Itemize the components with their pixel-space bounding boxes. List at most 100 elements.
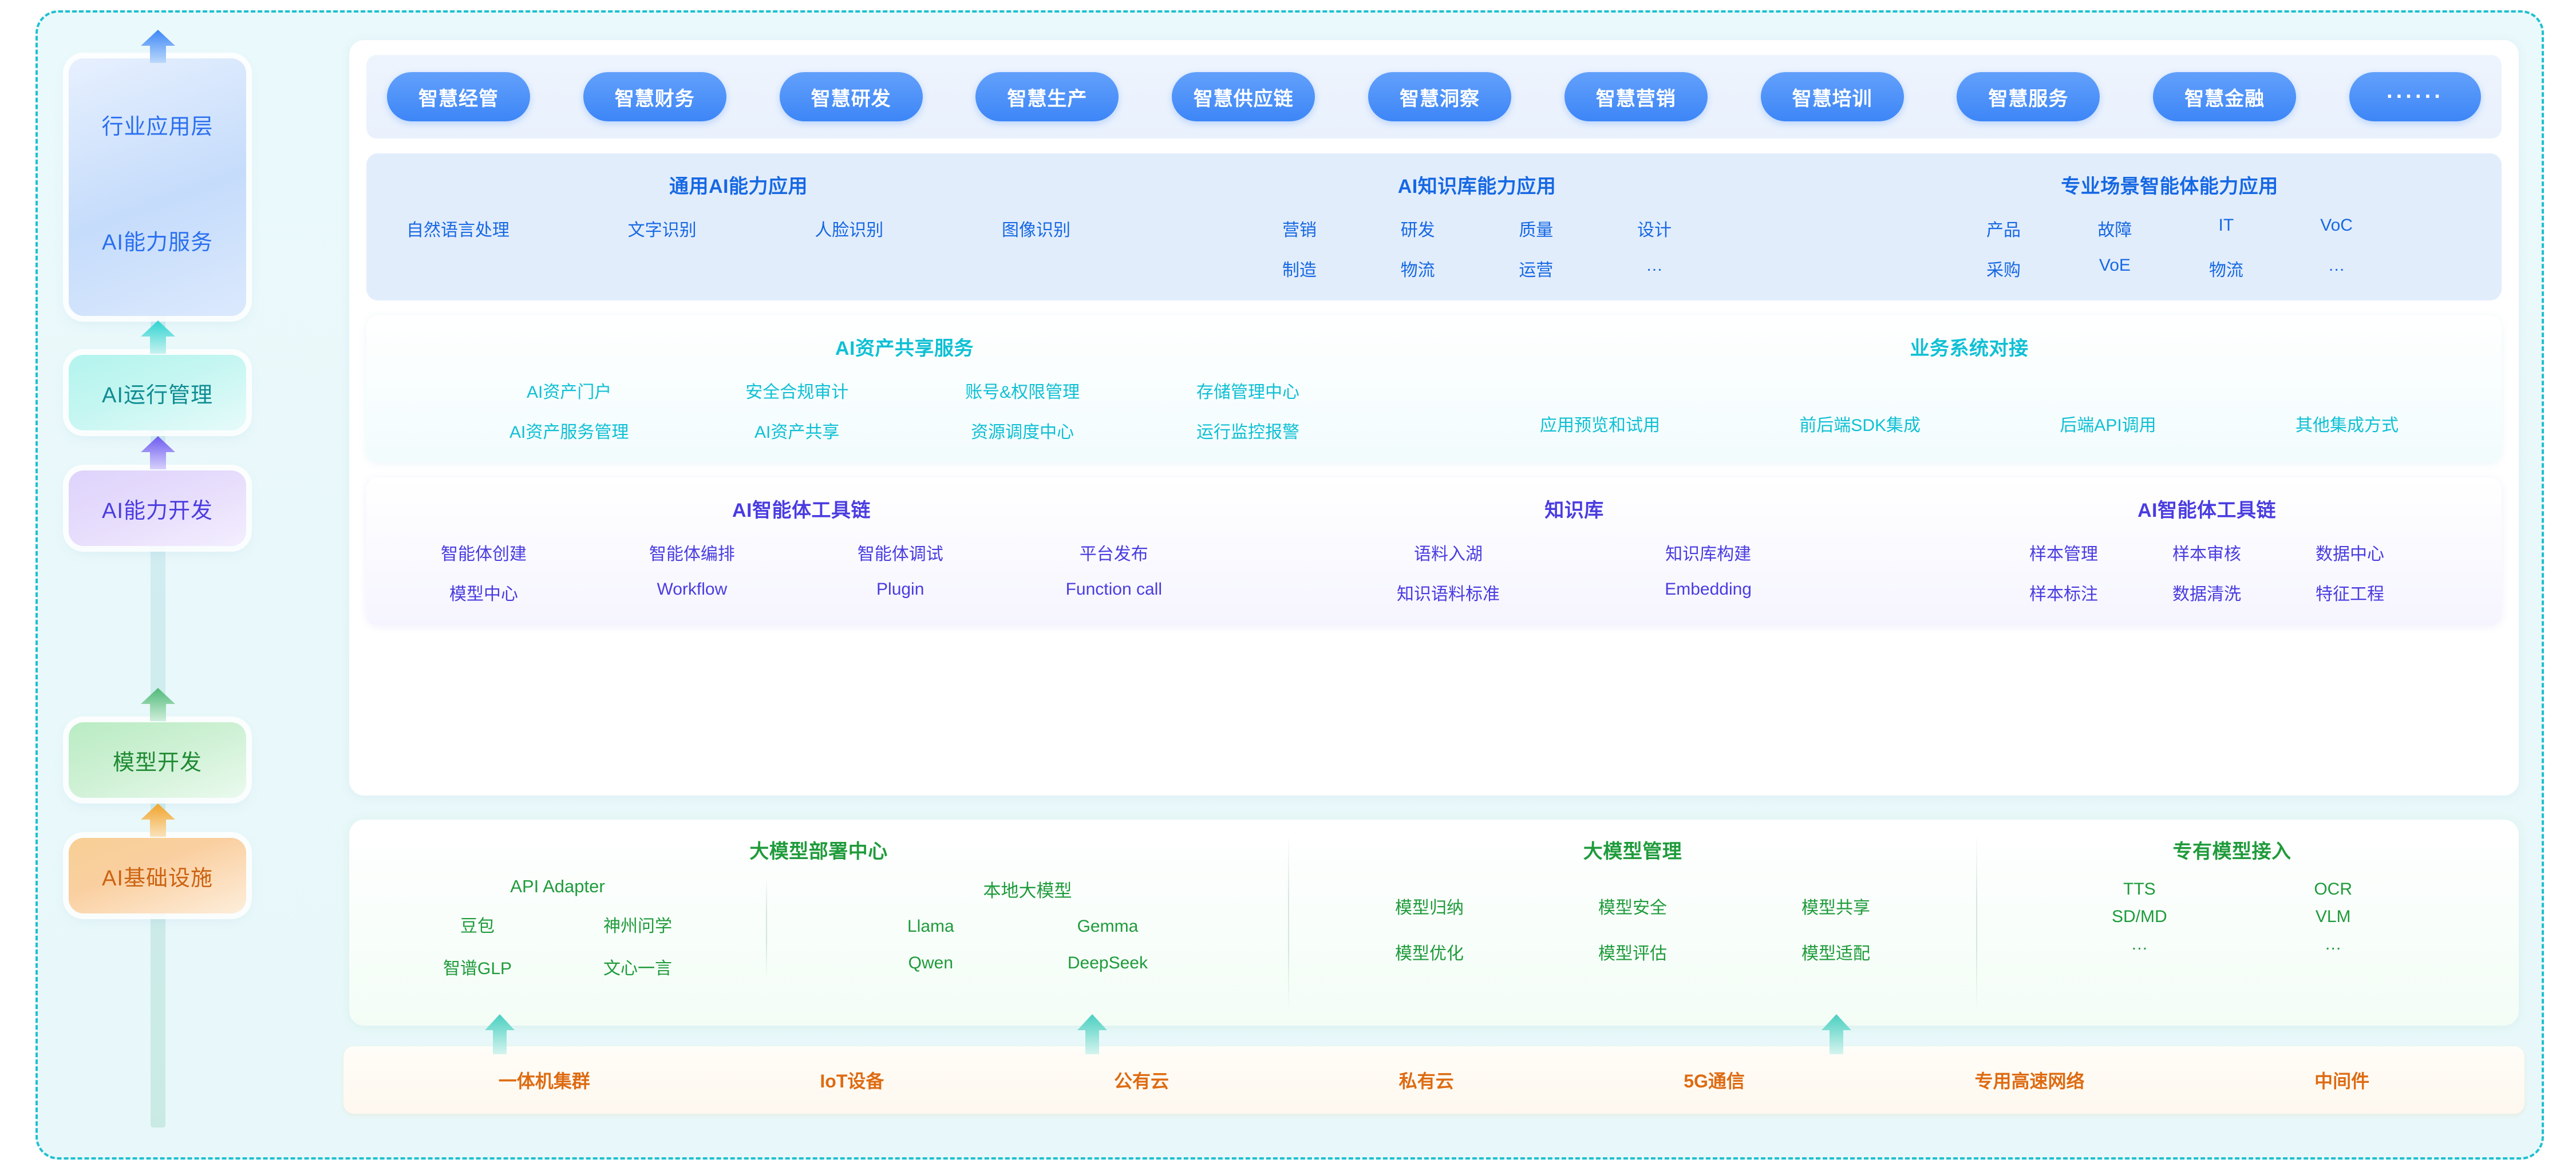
app-pill-6[interactable]: 智慧营销	[1564, 72, 1708, 121]
ops-item[interactable]: 应用预览和试用	[1540, 416, 1660, 435]
ops-item[interactable]: 资源调度中心	[971, 423, 1074, 442]
app-pill-more[interactable]: ······	[2349, 72, 2481, 121]
capability-item[interactable]: 营销	[1282, 221, 1317, 240]
model-item[interactable]: Qwen	[908, 954, 954, 972]
dev-item[interactable]: 智能体调试	[857, 545, 943, 564]
model-item[interactable]: 模型适配	[1801, 944, 1870, 963]
dev-item[interactable]: 平台发布	[1079, 545, 1148, 564]
model-layer-card: 大模型部署中心 API Adapter 豆包 智谱GLP 神州问学 文心一言 本…	[349, 820, 2519, 1026]
infra-item[interactable]: 私有云	[1398, 1071, 1454, 1091]
capability-item[interactable]: 运营	[1519, 261, 1554, 280]
infra-item[interactable]: 专用高速网络	[1974, 1071, 2085, 1091]
capability-group-general: 通用AI能力应用 自然语言处理 文字识别 人脸识别 图像识别	[366, 171, 1111, 281]
ops-item[interactable]: 后端API调用	[2060, 416, 2156, 435]
model-group-management-title: 大模型管理	[1583, 841, 1682, 863]
arrow-up-infra-to-model-3	[1820, 1013, 1852, 1055]
capability-item[interactable]: 文字识别	[627, 221, 697, 240]
infra-item[interactable]: 5G通信	[1684, 1071, 1745, 1091]
capability-item[interactable]: IT	[2218, 216, 2234, 235]
dev-item[interactable]: 特征工程	[2316, 585, 2384, 604]
ops-item[interactable]: 安全合规审计	[745, 383, 849, 402]
capability-item[interactable]: 物流	[2208, 261, 2243, 280]
dev-item[interactable]: Function call	[1065, 580, 1162, 599]
app-pill-5[interactable]: 智慧洞察	[1368, 72, 1511, 121]
capability-item[interactable]: VoE	[2099, 256, 2131, 275]
dev-item[interactable]: 样本标注	[2029, 585, 2098, 604]
dev-item[interactable]: 样本管理	[2029, 545, 2098, 564]
infra-item[interactable]: IoT设备	[820, 1071, 884, 1091]
capability-item[interactable]: 质量	[1519, 221, 1554, 240]
dev-item[interactable]: 样本审核	[2172, 545, 2241, 564]
model-item[interactable]: TTS	[2123, 880, 2156, 899]
infra-item[interactable]: 公有云	[1114, 1071, 1170, 1091]
app-pill-9[interactable]: 智慧金融	[2153, 72, 2297, 121]
ops-item[interactable]: 存储管理中心	[1196, 383, 1299, 402]
ops-item[interactable]: AI资产门户	[527, 383, 612, 402]
ops-item[interactable]: 其他集成方式	[2295, 416, 2399, 435]
ops-item[interactable]: 运行监控报警	[1196, 423, 1299, 442]
model-subgroup-api-adapter: API Adapter 豆包 智谱GLP 神州问学 文心一言	[349, 876, 766, 979]
app-pill-7[interactable]: 智慧培训	[1760, 72, 1904, 121]
dev-item[interactable]: Plugin	[876, 580, 924, 599]
model-item[interactable]: 模型优化	[1395, 944, 1464, 963]
capability-item[interactable]: 故障	[2097, 221, 2132, 240]
capability-item[interactable]: 制造	[1282, 261, 1317, 280]
model-item[interactable]: 文心一言	[603, 959, 672, 978]
app-pill-4[interactable]: 智慧供应链	[1172, 72, 1315, 121]
model-item[interactable]: OCR	[2314, 880, 2352, 899]
capability-item[interactable]: VoC	[2320, 216, 2353, 235]
layer-label-ai-infrastructure: AI基础设施	[102, 866, 213, 891]
capability-item[interactable]: 研发	[1400, 221, 1435, 240]
dev-item[interactable]: Workflow	[657, 580, 728, 599]
ops-item[interactable]: 账号&权限管理	[965, 383, 1080, 402]
model-section-divider-2	[1976, 836, 1977, 1011]
app-pill-1[interactable]: 智慧财务	[583, 72, 726, 121]
model-item[interactable]: 智谱GLP	[443, 959, 512, 978]
dev-item[interactable]: 智能体创建	[441, 545, 527, 564]
model-item[interactable]: SD/MD	[2112, 907, 2167, 926]
model-item[interactable]: Llama	[907, 917, 954, 936]
app-pill-8[interactable]: 智慧服务	[1957, 72, 2100, 121]
dev-item[interactable]: 数据中心	[2316, 545, 2384, 564]
model-item[interactable]: 神州问学	[603, 917, 672, 936]
model-item[interactable]: 模型归纳	[1395, 899, 1464, 917]
model-item[interactable]: 模型评估	[1598, 944, 1667, 963]
model-item[interactable]: Gemma	[1077, 917, 1139, 936]
model-item[interactable]: VLM	[2315, 907, 2351, 926]
dev-group-agent-toolchain-title: AI智能体工具链	[732, 500, 871, 521]
ops-item[interactable]: AI资产服务管理	[509, 423, 629, 442]
model-subgroup-label: 本地大模型	[983, 881, 1072, 901]
dev-item[interactable]: 知识库构建	[1665, 545, 1752, 564]
capability-item[interactable]: 设计	[1637, 221, 1672, 240]
dev-item[interactable]: Embedding	[1665, 580, 1752, 599]
capability-item[interactable]: 采购	[1986, 261, 2021, 280]
dev-item[interactable]: 数据清洗	[2172, 585, 2241, 604]
infra-item[interactable]: 一体机集群	[498, 1071, 590, 1091]
layer-box-model-development[interactable]: 模型开发	[69, 722, 246, 798]
infra-item[interactable]: 中间件	[2314, 1071, 2370, 1091]
model-item[interactable]: 模型安全	[1598, 899, 1667, 917]
capability-item[interactable]: 物流	[1400, 261, 1435, 280]
app-pill-3[interactable]: 智慧生产	[975, 72, 1119, 121]
app-pill-2[interactable]: 智慧研发	[779, 72, 923, 121]
capability-item[interactable]: 人脸识别	[815, 221, 884, 240]
dev-item[interactable]: 模型中心	[449, 585, 518, 604]
layer-box-industry-application[interactable]: 行业应用层 AI能力服务	[69, 58, 246, 316]
ops-group-business-integration: 业务系统对接 应用预览和试用 前后端SDK集成 后端API调用 其他集成方式	[1443, 333, 2496, 443]
app-pill-0[interactable]: 智慧经管	[387, 72, 530, 121]
capability-item[interactable]: 产品	[1986, 221, 2021, 240]
layer-box-ai-runtime-management[interactable]: AI运行管理	[69, 355, 246, 430]
layer-box-ai-capability-development[interactable]: AI能力开发	[69, 470, 246, 546]
ops-item[interactable]: AI资产共享	[754, 423, 840, 442]
model-item[interactable]: 模型共享	[1801, 899, 1870, 917]
model-item[interactable]: DeepSeek	[1067, 954, 1148, 972]
capability-item[interactable]: 图像识别	[1001, 221, 1070, 240]
layer-box-ai-infrastructure[interactable]: AI基础设施	[69, 838, 246, 913]
dev-item[interactable]: 知识语料标准	[1397, 585, 1500, 604]
dev-item[interactable]: 智能体编排	[649, 545, 735, 564]
dev-group-knowledge-base: 知识库 语料入湖 知识语料标准 知识库构建 Embedding	[1236, 494, 1912, 605]
dev-item[interactable]: 语料入湖	[1414, 545, 1483, 564]
capability-item[interactable]: 自然语言处理	[406, 221, 509, 240]
ops-item[interactable]: 前后端SDK集成	[1799, 416, 1921, 435]
model-item[interactable]: 豆包	[460, 917, 495, 936]
